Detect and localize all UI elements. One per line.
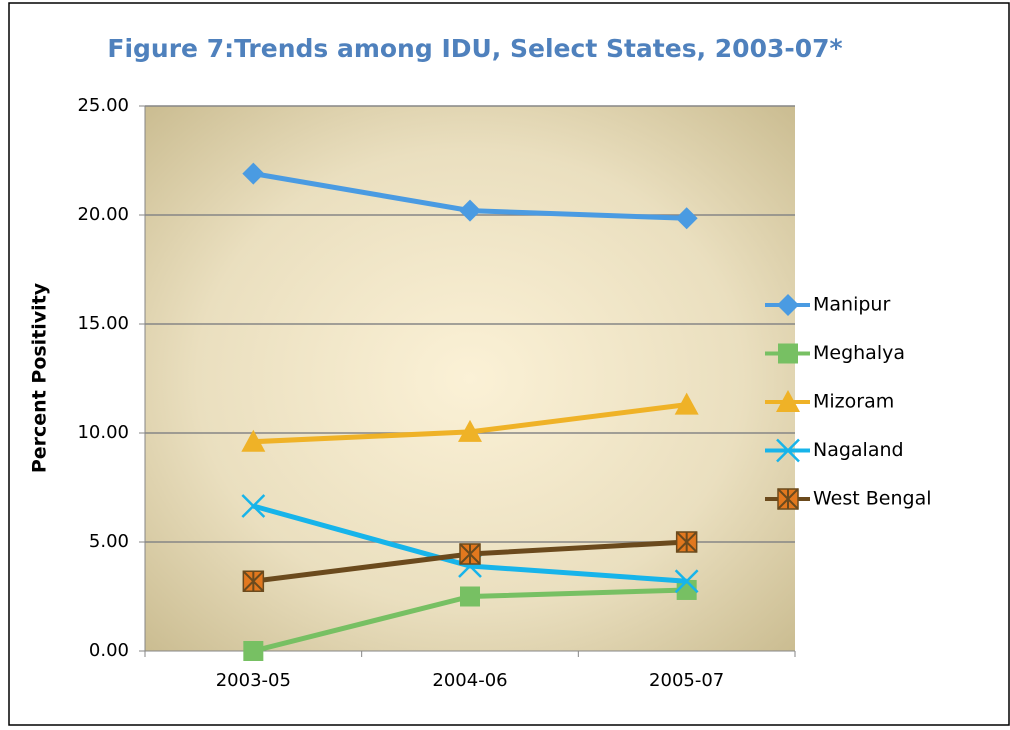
marker — [674, 569, 699, 594]
marker — [777, 488, 799, 510]
legend-label: West Bengal — [813, 488, 932, 510]
y-tick-label: 25.00 — [77, 95, 129, 116]
marker-star — [675, 531, 698, 553]
marker — [458, 419, 482, 442]
marker-star — [459, 543, 481, 565]
legend-label: Nagaland — [813, 439, 904, 461]
y-tick-label: 20.00 — [77, 204, 129, 225]
y-tick-label: 10.00 — [77, 422, 129, 443]
marker — [242, 570, 265, 592]
marker — [776, 438, 800, 463]
y-tick-label: 0.00 — [89, 640, 129, 661]
marker — [459, 199, 481, 222]
y-axis-label: Percent Positivity — [29, 282, 51, 473]
y-tick-label: 15.00 — [77, 313, 129, 334]
legend-label: Manipur — [813, 294, 890, 316]
chart-title: Figure 7:Trends among IDU, Select States… — [107, 34, 842, 63]
marker — [675, 531, 698, 553]
marker — [241, 494, 266, 518]
marker-star — [777, 488, 799, 510]
marker — [777, 294, 799, 316]
x-tick-label: 2003-05 — [216, 670, 291, 691]
marker — [674, 392, 699, 415]
marker — [242, 162, 265, 185]
x-tick-label: 2005-07 — [649, 670, 724, 691]
marker-star — [242, 570, 265, 592]
marker — [778, 343, 798, 364]
plot-area — [145, 106, 795, 651]
marker — [460, 586, 480, 607]
marker — [776, 390, 800, 412]
legend-label: Meghalya — [813, 342, 905, 364]
marker — [243, 641, 264, 661]
marker — [675, 207, 698, 230]
x-tick-label: 2004-06 — [432, 670, 507, 691]
marker — [459, 543, 481, 565]
y-tick-label: 5.00 — [89, 531, 129, 552]
legend-label: Mizoram — [813, 391, 894, 413]
marker — [241, 429, 266, 452]
